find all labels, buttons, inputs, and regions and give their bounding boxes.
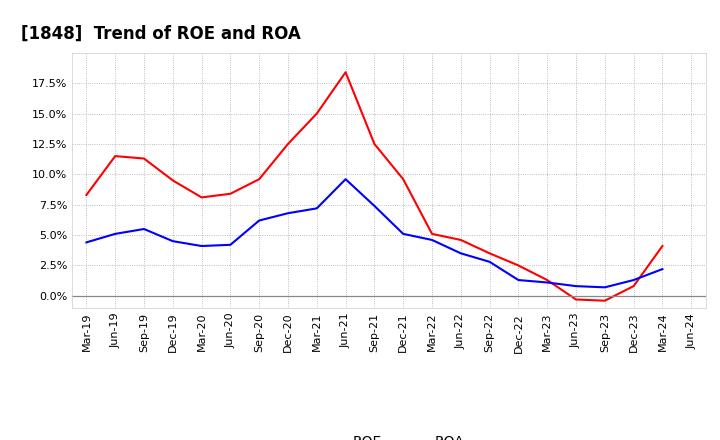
ROE: [284, 141, 292, 147]
ROA: [255, 218, 264, 223]
ROA: [341, 176, 350, 182]
ROA: [399, 231, 408, 237]
ROA: [543, 280, 552, 285]
ROA: [226, 242, 235, 247]
ROE: [543, 277, 552, 282]
ROA: [485, 259, 494, 264]
ROE: [140, 156, 148, 161]
Text: [1848]  Trend of ROE and ROA: [1848] Trend of ROE and ROA: [22, 25, 301, 43]
ROA: [312, 206, 321, 211]
ROA: [111, 231, 120, 237]
ROA: [168, 238, 177, 244]
ROE: [111, 154, 120, 159]
ROA: [514, 277, 523, 282]
ROE: [600, 298, 609, 303]
ROA: [197, 243, 206, 249]
Line: ROE: ROE: [86, 72, 662, 301]
ROE: [514, 263, 523, 268]
ROE: [629, 283, 638, 289]
ROE: [197, 195, 206, 200]
ROE: [456, 237, 465, 242]
ROE: [370, 141, 379, 147]
ROA: [140, 226, 148, 231]
ROE: [399, 176, 408, 182]
ROE: [658, 243, 667, 249]
ROA: [658, 267, 667, 272]
ROA: [284, 211, 292, 216]
ROE: [428, 231, 436, 237]
ROA: [629, 277, 638, 282]
ROE: [255, 176, 264, 182]
ROA: [370, 203, 379, 209]
ROE: [485, 251, 494, 256]
ROE: [312, 111, 321, 116]
ROA: [572, 283, 580, 289]
ROE: [82, 192, 91, 198]
ROA: [600, 285, 609, 290]
ROA: [428, 237, 436, 242]
Line: ROA: ROA: [86, 179, 662, 287]
Legend: ROE, ROA: ROE, ROA: [308, 430, 469, 440]
ROE: [572, 297, 580, 302]
ROA: [82, 240, 91, 245]
ROE: [168, 178, 177, 183]
ROE: [341, 70, 350, 75]
ROA: [456, 251, 465, 256]
ROE: [226, 191, 235, 196]
